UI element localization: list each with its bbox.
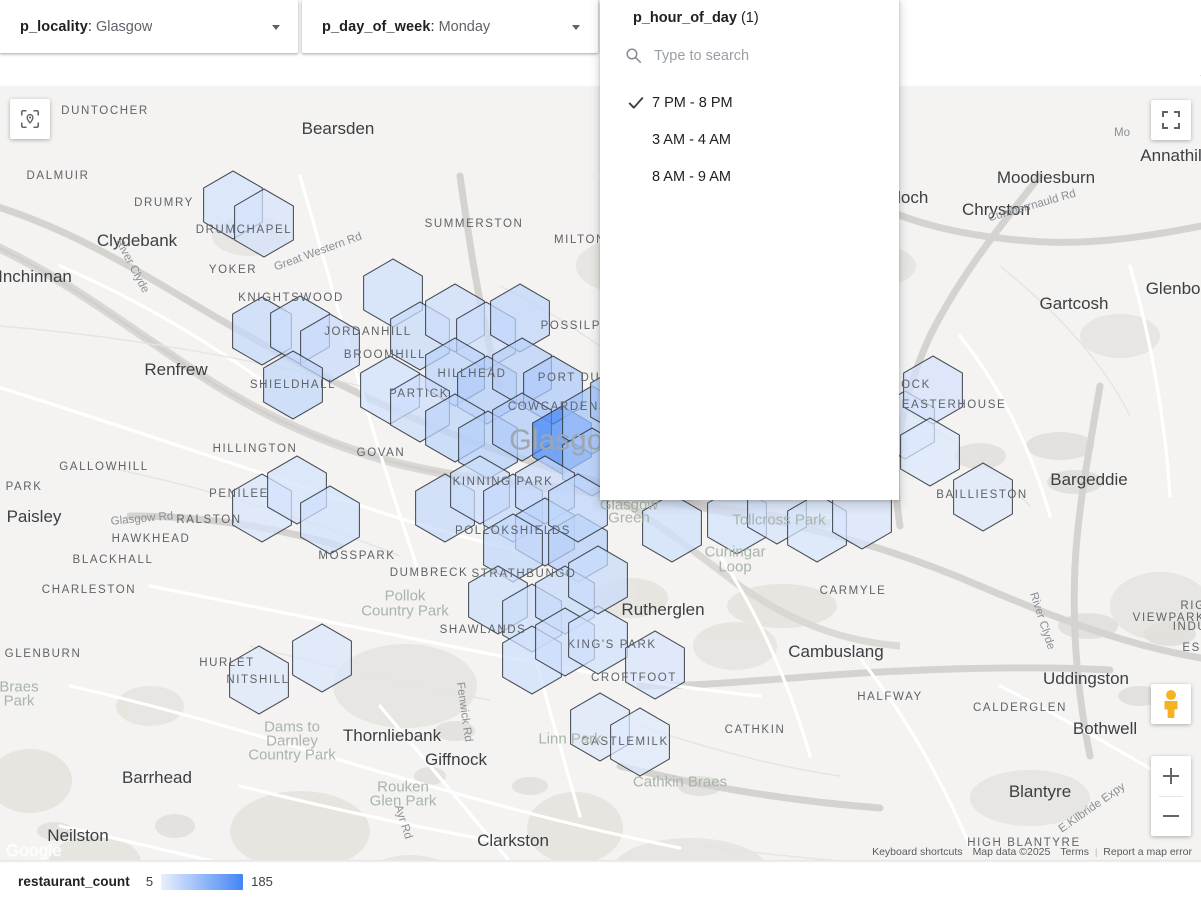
dropdown-option-label: 7 PM - 8 PM (652, 94, 733, 111)
hexbin-cell[interactable] (900, 417, 960, 487)
terms-link[interactable]: Terms (1060, 846, 1089, 858)
filter-locality-text: p_locality: Glasgow (0, 19, 152, 35)
check-icon (628, 96, 644, 109)
hexbin-cell[interactable] (234, 188, 294, 258)
minus-icon (1163, 815, 1179, 817)
fullscreen-button[interactable] (1151, 100, 1191, 140)
dropdown-option-1[interactable]: 3 AM - 4 AM (600, 121, 899, 158)
hexbin-cell[interactable] (625, 630, 685, 700)
street-view-pegman-button[interactable] (1151, 684, 1191, 724)
filter-day-sep: : (430, 18, 439, 35)
map-data-text: Map data ©2025 (972, 846, 1051, 858)
locate-me-button[interactable] (10, 99, 50, 139)
hexbin-cell[interactable] (568, 605, 628, 675)
filter-day-key: p_day_of_week (322, 18, 431, 35)
search-icon (626, 48, 642, 64)
legend-title: restaurant_count (18, 874, 130, 889)
filter-p-day-of-week[interactable]: p_day_of_week: Monday (302, 0, 598, 53)
hexbin-cell[interactable] (263, 350, 323, 420)
zoom-in-button[interactable] (1151, 756, 1191, 796)
locate-me-icon (20, 109, 40, 129)
filter-p-locality[interactable]: p_locality: Glasgow (0, 0, 298, 53)
zoom-controls[interactable] (1151, 756, 1191, 836)
hexbin-cell[interactable] (642, 493, 702, 563)
filter-day-value: Monday (438, 18, 491, 35)
legend-color-ramp (161, 873, 244, 890)
keyboard-shortcuts-link[interactable]: Keyboard shortcuts (872, 846, 963, 858)
map-attribution: Keyboard shortcuts Map data ©2025 Terms … (867, 846, 1197, 858)
dropdown-option-0[interactable]: 7 PM - 8 PM (600, 84, 899, 121)
color-legend: restaurant_count 5 185 (0, 860, 1201, 903)
p-hour-of-day-dropdown-panel[interactable]: p_hour_of_day (1) (600, 0, 1201, 500)
dropdown-option-label: 8 AM - 9 AM (652, 168, 731, 185)
hexbin-cell[interactable] (953, 462, 1013, 532)
zoom-out-button[interactable] (1151, 796, 1191, 836)
plus-icon (1163, 768, 1179, 784)
dropdown-search-input[interactable] (654, 46, 884, 66)
dropdown-title-key: p_hour_of_day (633, 10, 737, 26)
chevron-down-icon[interactable] (572, 24, 580, 30)
hexbin-cell[interactable] (292, 623, 352, 693)
dropdown-option-2[interactable]: 8 AM - 9 AM (600, 158, 899, 195)
dropdown-option-label: 3 AM - 4 AM (652, 131, 731, 148)
dropdown-selected-count: (1) (740, 10, 759, 26)
filter-locality-value: Glasgow (95, 18, 153, 35)
report-map-error-link[interactable]: Report a map error (1103, 846, 1192, 858)
hexbin-cell[interactable] (610, 707, 670, 777)
filter-locality-key: p_locality (20, 18, 88, 35)
street-view-pegman-icon (1164, 690, 1178, 718)
dropdown-title: p_hour_of_day (1) (633, 10, 759, 26)
legend-max-value: 185 (251, 874, 273, 889)
hexbin-cell[interactable] (568, 545, 628, 615)
chevron-down-icon[interactable] (272, 24, 280, 30)
legend-min-value: 5 (145, 874, 154, 889)
filter-locality-sep: : (87, 18, 96, 35)
fullscreen-icon (1162, 111, 1180, 129)
filter-day-text: p_day_of_week: Monday (302, 19, 490, 35)
attrib-separator: | (1094, 847, 1098, 857)
zoom-divider (1159, 796, 1183, 797)
hexbin-cell[interactable] (300, 485, 360, 555)
hexbin-cell[interactable] (229, 645, 289, 715)
